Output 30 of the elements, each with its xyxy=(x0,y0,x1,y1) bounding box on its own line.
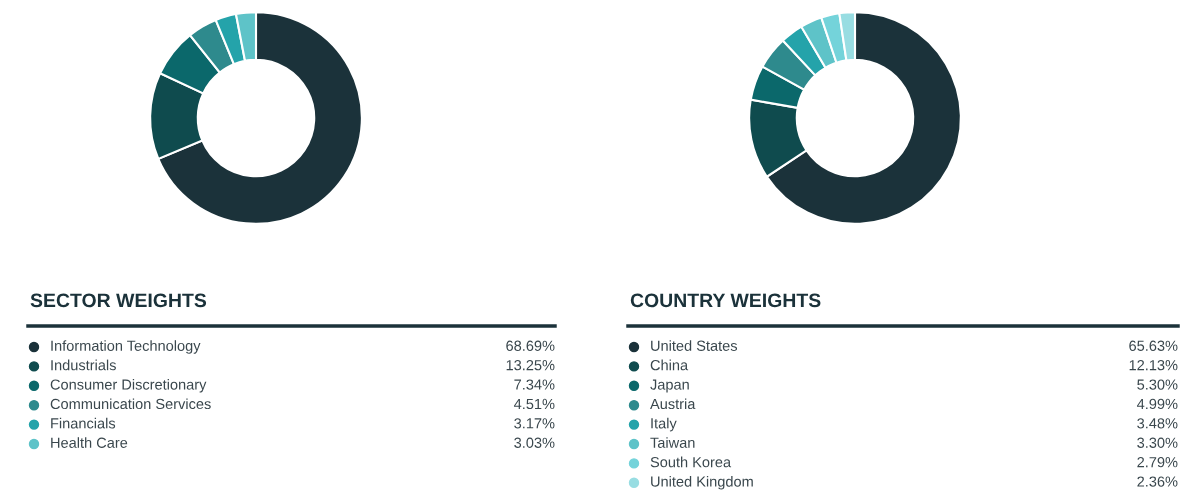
legend-label: United States xyxy=(651,340,738,351)
legend-label: Japan xyxy=(650,379,689,393)
legend-label: South Korea xyxy=(650,456,732,468)
legend-label: Communication Services xyxy=(50,398,211,410)
data-label: 13.25% xyxy=(506,359,555,371)
data-label: 3.17% xyxy=(514,418,555,429)
data-label: 3.03% xyxy=(514,437,555,448)
data-label: 12.13% xyxy=(1129,359,1178,371)
data-label: 3.30% xyxy=(1137,437,1178,448)
legend-label: Information Technology xyxy=(51,340,201,354)
data-label: 5.30% xyxy=(1137,379,1178,390)
text: COUNTRY WEIGHTS xyxy=(630,293,821,308)
legend-label: Health Care xyxy=(51,437,128,448)
data-label: 3.48% xyxy=(1137,418,1178,429)
legend-label: China xyxy=(650,359,689,371)
legend-label: Consumer Discretionary xyxy=(50,379,207,393)
legend-label: Italy xyxy=(651,417,677,432)
data-label: 4.51% xyxy=(513,398,555,410)
data-label: 7.34% xyxy=(514,379,555,390)
legend-label: Financials xyxy=(51,417,116,429)
legend-label: United Kingdom xyxy=(651,476,753,490)
legend-label: Taiwan xyxy=(650,437,695,448)
data-label: 2.79% xyxy=(1137,456,1178,468)
data-label: 68.69% xyxy=(506,340,555,351)
data-label: 4.99% xyxy=(1136,398,1178,410)
legend-label: Industrials xyxy=(51,359,116,371)
legend-label: Austria xyxy=(650,398,696,410)
data-label: 2.36% xyxy=(1137,476,1178,487)
data-label: 65.63% xyxy=(1129,340,1178,351)
text: SECTOR WEIGHTS xyxy=(30,293,207,308)
